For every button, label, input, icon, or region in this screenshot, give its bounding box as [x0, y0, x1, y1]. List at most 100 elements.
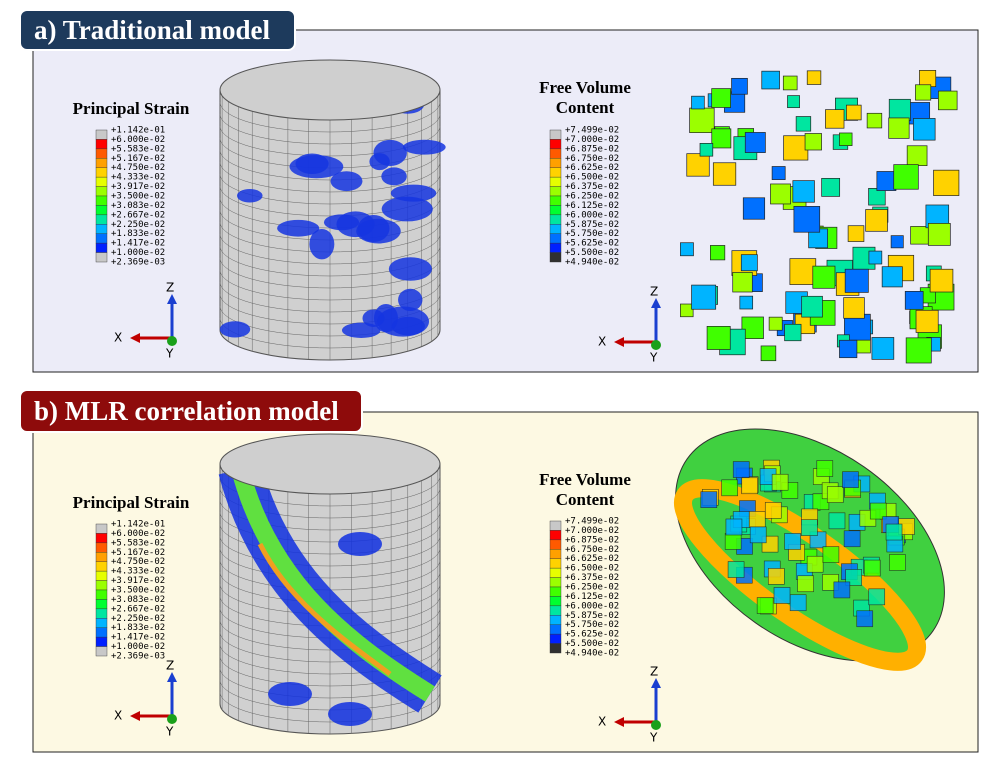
- block: [889, 554, 906, 571]
- legend-band: [549, 158, 562, 168]
- block: [789, 258, 817, 285]
- block: [783, 135, 809, 161]
- legend-label: +4.750e-02: [111, 557, 165, 567]
- mesh-line: [219, 269, 441, 301]
- block: [847, 225, 865, 242]
- legend-label: +6.750e-02: [565, 545, 619, 555]
- block: [771, 473, 789, 491]
- z-axis-label: Z: [650, 285, 658, 299]
- legend-label: +4.940e-02: [565, 258, 619, 268]
- legend-band: [549, 539, 562, 550]
- block: [868, 250, 883, 265]
- legend-label: +2.369e-03: [111, 258, 165, 268]
- y-axis-dot: [167, 714, 177, 724]
- legend-label: +6.875e-02: [565, 144, 619, 154]
- y-axis-dot: [651, 340, 661, 350]
- y-axis-dot: [167, 336, 177, 346]
- strain-blob: [338, 532, 382, 556]
- legend-label: +2.250e-02: [111, 614, 165, 624]
- legend-band: [549, 633, 562, 644]
- block: [741, 316, 764, 339]
- legend-band: [95, 589, 108, 600]
- mesh-line: [219, 293, 441, 325]
- strain-blob: [237, 188, 263, 203]
- block: [764, 502, 782, 519]
- legend-label: +2.667e-02: [111, 210, 165, 220]
- block: [876, 171, 897, 191]
- legend-band: [95, 533, 108, 544]
- block: [888, 117, 910, 139]
- block: [680, 242, 694, 257]
- x-axis-label: X: [598, 715, 606, 729]
- block: [929, 268, 954, 293]
- legend-title: Content: [556, 490, 615, 509]
- x-arrow-head: [614, 717, 624, 727]
- block: [793, 206, 821, 233]
- legend-band: [549, 176, 562, 187]
- block: [732, 272, 753, 293]
- block: [919, 70, 937, 88]
- legend-label: +6.875e-02: [565, 535, 619, 545]
- block: [915, 309, 939, 333]
- block: [933, 169, 960, 196]
- strain-blob: [277, 219, 320, 237]
- block: [691, 284, 717, 310]
- legend-band: [549, 195, 562, 206]
- panel-title: a) Traditional model: [34, 15, 271, 45]
- legend-band: [95, 252, 108, 263]
- block: [740, 254, 758, 272]
- legend-title: Content: [556, 98, 615, 117]
- legend-label: +6.250e-02: [565, 192, 619, 202]
- legend-label: +5.750e-02: [565, 620, 619, 630]
- y-axis-label: Y: [649, 731, 658, 745]
- legend-label: +3.500e-02: [111, 192, 165, 202]
- strain-blob: [330, 171, 363, 192]
- legend-label: +7.000e-02: [565, 526, 619, 536]
- legend-band: [95, 148, 108, 159]
- z-arrow-head: [651, 298, 661, 308]
- legend-band: [95, 523, 108, 534]
- z-arrow-head: [651, 678, 661, 688]
- legend-band: [95, 205, 108, 216]
- strain-blob: [336, 211, 375, 238]
- legend-label: +7.499e-02: [565, 126, 619, 136]
- block: [731, 77, 748, 95]
- legend-band: [95, 224, 108, 234]
- legend-band: [549, 643, 562, 654]
- block: [906, 145, 928, 167]
- legend-band: [549, 252, 562, 263]
- legend-band: [549, 558, 562, 569]
- legend-label: +5.875e-02: [565, 611, 619, 621]
- legend-band: [549, 624, 562, 635]
- legend-label: +1.000e-02: [111, 248, 165, 258]
- block: [760, 345, 777, 362]
- block: [821, 177, 841, 197]
- block: [843, 530, 861, 548]
- legend-label: +5.500e-02: [565, 639, 619, 649]
- x-axis-label: X: [114, 709, 122, 723]
- legend-band: [549, 139, 562, 150]
- legend-label: +6.125e-02: [565, 592, 619, 602]
- legend-band: [549, 549, 562, 559]
- x-arrow-head: [614, 337, 624, 347]
- block: [768, 316, 783, 331]
- legend-band: [95, 176, 108, 187]
- block: [787, 95, 800, 109]
- mesh-line: [219, 535, 441, 567]
- block: [806, 555, 824, 573]
- legend-band: [95, 233, 108, 244]
- mesh-line: [219, 161, 441, 193]
- block: [904, 291, 924, 310]
- block: [699, 143, 714, 157]
- legend-label: +5.583e-02: [111, 144, 165, 154]
- block: [806, 70, 822, 85]
- block: [822, 546, 840, 563]
- legend-band: [95, 167, 108, 178]
- legend-title: Principal Strain: [73, 493, 190, 512]
- legend-band: [549, 530, 562, 541]
- block: [761, 70, 780, 90]
- panel-title: b) MLR correlation model: [34, 396, 339, 426]
- block: [748, 511, 766, 528]
- legend-label: +5.625e-02: [565, 630, 619, 640]
- block: [868, 588, 886, 606]
